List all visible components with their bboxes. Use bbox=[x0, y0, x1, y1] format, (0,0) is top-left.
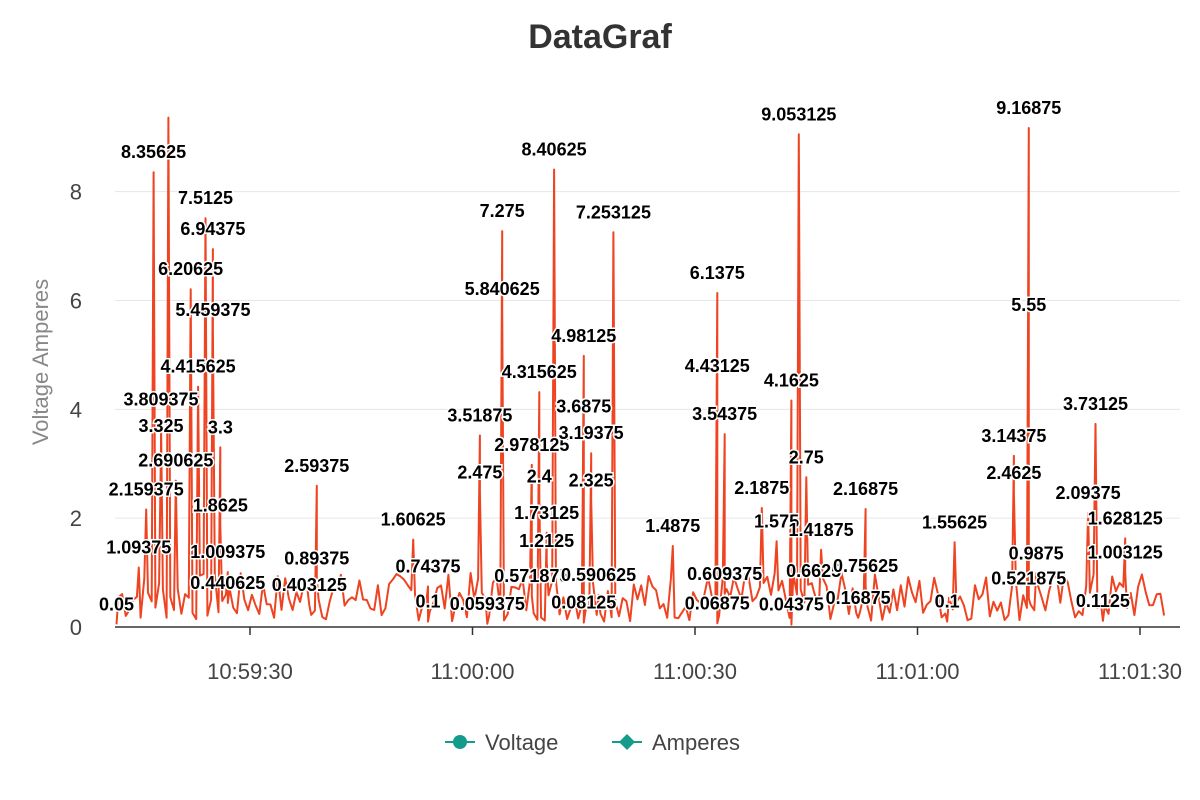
data-label: 2.09375 bbox=[1056, 483, 1121, 503]
data-label: 1.2125 bbox=[519, 531, 574, 551]
data-label: 0.403125 bbox=[272, 575, 347, 595]
y-tick-label: 8 bbox=[70, 180, 82, 205]
data-label: 5.840625 bbox=[465, 279, 540, 299]
legend-diamond-marker bbox=[619, 734, 635, 750]
data-label: 3.325 bbox=[138, 416, 183, 436]
x-tick-label: 11:01:00 bbox=[875, 659, 959, 684]
data-label: 4.98125 bbox=[551, 326, 616, 346]
chart-title: DataGraf bbox=[528, 18, 672, 56]
data-label: 0.05 bbox=[99, 594, 134, 614]
data-label: 1.73125 bbox=[514, 503, 579, 523]
data-label: 2.75 bbox=[789, 447, 824, 467]
y-tick-label: 2 bbox=[70, 506, 82, 531]
data-label: 3.73125 bbox=[1063, 394, 1128, 414]
data-label: 4.43125 bbox=[685, 356, 750, 376]
data-label: 0.89375 bbox=[284, 548, 349, 568]
data-label: 5.459375 bbox=[175, 300, 250, 320]
data-label: 0.08125 bbox=[551, 593, 616, 613]
data-label: 4.1625 bbox=[764, 370, 819, 390]
axes: 0 2 4 6 8 10:59:30 11:00:00 11:00:30 11:01:00 11:… bbox=[70, 180, 1182, 684]
data-label: 2.690625 bbox=[138, 451, 213, 471]
y-tick-label: 6 bbox=[70, 288, 82, 313]
data-label: 0.521875 bbox=[991, 569, 1066, 589]
data-label: 0.1 bbox=[935, 592, 960, 612]
y-axis-label: Voltage Amperes bbox=[28, 279, 53, 445]
data-label: 2.4 bbox=[527, 466, 552, 486]
data-label: 2.16875 bbox=[833, 479, 898, 499]
data-label: 1.41875 bbox=[789, 520, 854, 540]
legend-label[interactable]: Voltage bbox=[485, 730, 558, 755]
x-tick-label: 11:00:30 bbox=[653, 659, 737, 684]
data-label: 5.55 bbox=[1011, 295, 1046, 315]
data-label: 9.053125 bbox=[761, 104, 836, 124]
data-label: 7.5125 bbox=[178, 188, 233, 208]
data-label: 0.6625 bbox=[786, 561, 841, 581]
data-label: 0.571875 bbox=[494, 566, 569, 586]
data-label: 0.16875 bbox=[826, 588, 891, 608]
data-label: 6.1375 bbox=[690, 263, 745, 283]
data-label: 1.003125 bbox=[1088, 542, 1163, 562]
data-label: 7.253125 bbox=[576, 202, 651, 222]
data-label: 1.575 bbox=[754, 511, 799, 531]
data-labels: 0.05 1.09375 2.159375 8.35625 3.325 3.809375 2… bbox=[97, 97, 1164, 617]
data-label: 7.275 bbox=[480, 201, 525, 221]
x-tick-label: 11:00:00 bbox=[430, 659, 514, 684]
data-label: 0.06875 bbox=[685, 593, 750, 613]
data-label: 0.1 bbox=[415, 592, 440, 612]
data-label: 1.4875 bbox=[645, 516, 700, 536]
data-label: 0.609375 bbox=[687, 564, 762, 584]
data-label: 3.809375 bbox=[123, 390, 198, 410]
data-label: 3.51875 bbox=[447, 406, 512, 426]
data-label: 1.09375 bbox=[106, 537, 171, 557]
data-label: 2.1875 bbox=[734, 478, 789, 498]
data-label: 0.9875 bbox=[1009, 543, 1064, 563]
legend-label[interactable]: Amperes bbox=[652, 730, 740, 755]
data-label: 0.1125 bbox=[1076, 591, 1130, 611]
series-line-layer bbox=[115, 116, 1166, 626]
y-tick-label: 0 bbox=[70, 615, 82, 640]
data-label: 4.315625 bbox=[502, 362, 577, 382]
data-label: 2.325 bbox=[569, 470, 614, 490]
data-label: 3.6875 bbox=[556, 396, 611, 416]
legend-circle-marker bbox=[453, 735, 467, 749]
data-label: 0.74375 bbox=[395, 557, 460, 577]
data-label: 4.415625 bbox=[161, 357, 236, 377]
legend: Voltage Amperes bbox=[445, 730, 740, 755]
data-label: 2.475 bbox=[457, 462, 502, 482]
data-label: 9.16875 bbox=[996, 98, 1061, 118]
data-label: 0.059375 bbox=[450, 594, 525, 614]
data-label: 1.009375 bbox=[190, 542, 265, 562]
data-label: 2.4625 bbox=[986, 463, 1041, 483]
data-label: 8.40625 bbox=[522, 140, 587, 160]
data-label: 0.75625 bbox=[833, 556, 898, 576]
data-label: 3.19375 bbox=[559, 423, 624, 443]
data-label: 6.20625 bbox=[158, 259, 223, 279]
data-label: 1.628125 bbox=[1088, 508, 1163, 528]
data-label: 0.440625 bbox=[190, 573, 265, 593]
data-label: 1.55625 bbox=[922, 512, 987, 532]
data-label: 2.978125 bbox=[494, 435, 569, 455]
y-tick-label: 4 bbox=[70, 397, 82, 422]
grid-lines bbox=[115, 191, 1180, 519]
data-label: 8.35625 bbox=[121, 142, 186, 162]
data-label: 0.04375 bbox=[759, 595, 824, 615]
data-label: 3.14375 bbox=[981, 426, 1046, 446]
data-label: 2.159375 bbox=[109, 479, 184, 499]
data-label: 3.54375 bbox=[692, 404, 757, 424]
data-label: 6.94375 bbox=[180, 219, 245, 239]
data-label: 1.8625 bbox=[193, 496, 248, 516]
x-tick-label: 10:59:30 bbox=[207, 659, 293, 684]
data-label: 3.3 bbox=[208, 417, 233, 437]
series-line bbox=[115, 116, 1166, 626]
x-tick-label: 11:01:30 bbox=[1098, 659, 1182, 684]
data-label: 1.60625 bbox=[381, 510, 446, 530]
data-label: 2.59375 bbox=[284, 456, 349, 476]
data-label: 0.590625 bbox=[561, 565, 636, 585]
